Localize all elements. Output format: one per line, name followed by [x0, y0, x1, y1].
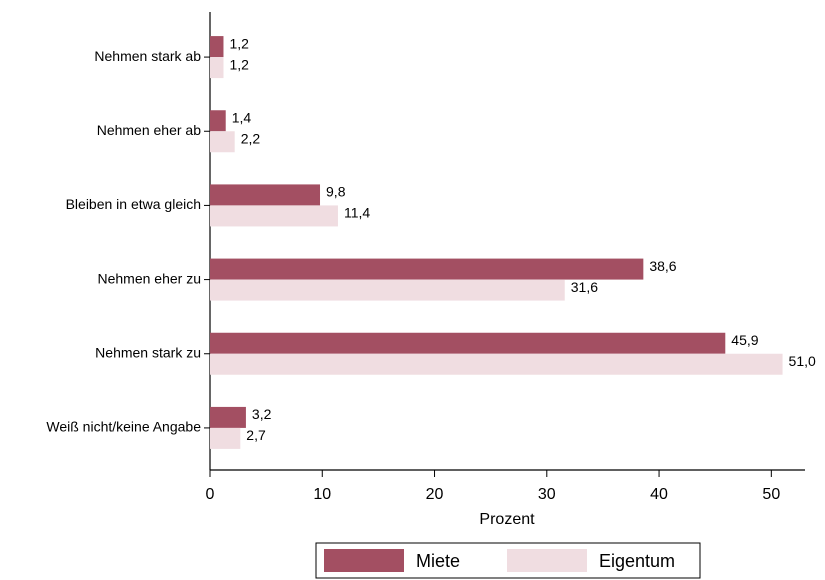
bar — [210, 258, 644, 280]
value-label: 45,9 — [731, 332, 758, 348]
y-tick-label: Weiß nicht/keine Angabe — [46, 419, 201, 435]
value-label: 1,2 — [229, 35, 249, 51]
value-label: 1,4 — [232, 109, 252, 125]
value-label: 1,2 — [229, 56, 249, 72]
value-label: 31,6 — [571, 279, 598, 295]
legend-label: Miete — [416, 551, 460, 571]
bar — [210, 353, 783, 375]
value-label: 3,2 — [252, 406, 272, 422]
y-tick-label: Nehmen stark ab — [94, 48, 201, 64]
legend-label: Eigentum — [599, 551, 675, 571]
value-label: 2,2 — [241, 130, 261, 146]
legend-swatch — [507, 549, 587, 572]
bar — [210, 332, 726, 354]
x-tick-label: 20 — [426, 486, 444, 503]
bar — [210, 427, 241, 449]
bar — [210, 406, 246, 428]
x-tick-label: 50 — [762, 486, 780, 503]
bar — [210, 205, 338, 227]
x-tick-label: 0 — [206, 486, 215, 503]
bar — [210, 110, 226, 132]
value-label: 2,7 — [246, 427, 266, 443]
bar — [210, 36, 224, 58]
bar — [210, 57, 224, 79]
bar — [210, 131, 235, 153]
bar — [210, 279, 565, 301]
y-tick-label: Nehmen eher ab — [97, 122, 202, 138]
x-axis-label: Prozent — [479, 511, 535, 528]
x-tick-label: 40 — [650, 486, 668, 503]
legend-swatch — [324, 549, 404, 572]
value-label: 38,6 — [649, 258, 676, 274]
x-tick-label: 30 — [538, 486, 556, 503]
value-label: 51,0 — [789, 353, 816, 369]
bar — [210, 184, 321, 206]
y-tick-label: Nehmen stark zu — [95, 344, 201, 360]
y-tick-label: Bleiben in etwa gleich — [66, 196, 201, 212]
value-label: 11,4 — [344, 205, 370, 221]
value-label: 9,8 — [326, 184, 346, 200]
x-tick-label: 10 — [313, 486, 331, 503]
y-tick-label: Nehmen eher zu — [97, 270, 201, 286]
